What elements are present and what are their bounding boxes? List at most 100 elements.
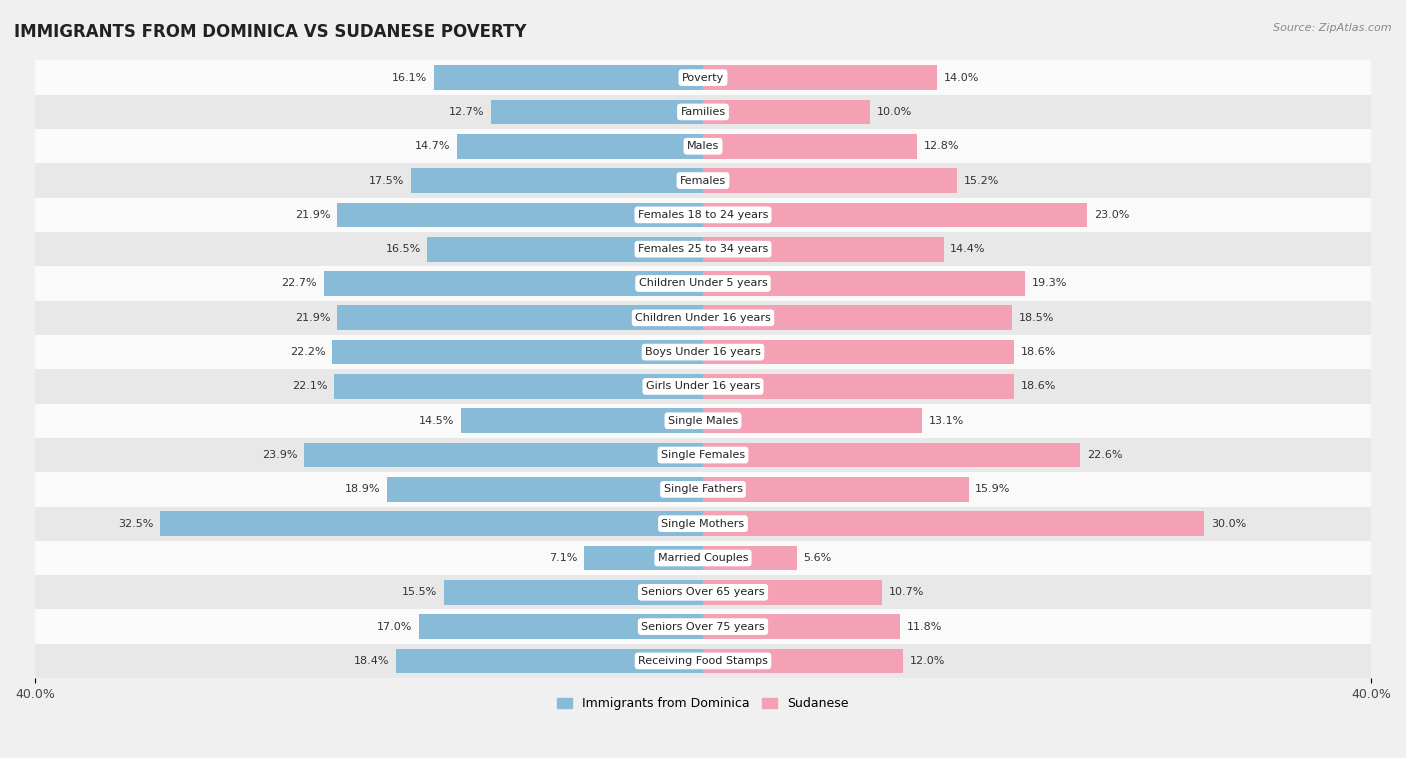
Text: Single Fathers: Single Fathers: [664, 484, 742, 494]
Bar: [434, 65, 703, 90]
Bar: [35, 335, 1371, 369]
Text: 14.0%: 14.0%: [943, 73, 979, 83]
Bar: [395, 649, 703, 673]
Text: 18.6%: 18.6%: [1021, 381, 1056, 391]
Text: 14.5%: 14.5%: [419, 415, 454, 426]
Bar: [703, 443, 1080, 468]
Text: 30.0%: 30.0%: [1211, 518, 1246, 528]
Text: Children Under 16 years: Children Under 16 years: [636, 313, 770, 323]
Text: 11.8%: 11.8%: [907, 622, 942, 631]
Text: Males: Males: [688, 141, 718, 152]
Text: Children Under 5 years: Children Under 5 years: [638, 278, 768, 289]
Text: 15.5%: 15.5%: [402, 587, 437, 597]
Text: 14.4%: 14.4%: [950, 244, 986, 254]
Text: 14.7%: 14.7%: [415, 141, 451, 152]
Bar: [35, 61, 1371, 95]
Text: Receiving Food Stamps: Receiving Food Stamps: [638, 656, 768, 666]
Bar: [703, 546, 797, 570]
Bar: [703, 305, 1012, 330]
Bar: [703, 202, 1087, 227]
Text: 12.0%: 12.0%: [910, 656, 945, 666]
Text: Poverty: Poverty: [682, 73, 724, 83]
Bar: [160, 512, 703, 536]
Text: Families: Families: [681, 107, 725, 117]
Bar: [35, 198, 1371, 232]
Bar: [703, 512, 1204, 536]
Text: 22.2%: 22.2%: [290, 347, 326, 357]
Text: 32.5%: 32.5%: [118, 518, 153, 528]
Bar: [35, 644, 1371, 678]
Bar: [703, 65, 936, 90]
Text: Single Males: Single Males: [668, 415, 738, 426]
Bar: [333, 374, 703, 399]
Bar: [35, 609, 1371, 644]
Text: Source: ZipAtlas.com: Source: ZipAtlas.com: [1274, 23, 1392, 33]
Bar: [35, 266, 1371, 301]
Bar: [703, 340, 1014, 365]
Text: Females 25 to 34 years: Females 25 to 34 years: [638, 244, 768, 254]
Bar: [337, 202, 703, 227]
Text: Single Females: Single Females: [661, 450, 745, 460]
Bar: [35, 129, 1371, 164]
Text: 16.5%: 16.5%: [385, 244, 420, 254]
Bar: [585, 546, 703, 570]
Text: 18.5%: 18.5%: [1019, 313, 1054, 323]
Bar: [491, 99, 703, 124]
Bar: [703, 614, 900, 639]
Text: 17.5%: 17.5%: [368, 176, 404, 186]
Text: 23.0%: 23.0%: [1094, 210, 1129, 220]
Bar: [444, 580, 703, 605]
Text: Boys Under 16 years: Boys Under 16 years: [645, 347, 761, 357]
Bar: [703, 649, 904, 673]
Bar: [703, 134, 917, 158]
Bar: [35, 438, 1371, 472]
Legend: Immigrants from Dominica, Sudanese: Immigrants from Dominica, Sudanese: [553, 692, 853, 715]
Text: 18.4%: 18.4%: [353, 656, 389, 666]
Text: 21.9%: 21.9%: [295, 313, 330, 323]
Bar: [35, 164, 1371, 198]
Bar: [457, 134, 703, 158]
Text: 12.8%: 12.8%: [924, 141, 959, 152]
Bar: [337, 305, 703, 330]
Bar: [461, 409, 703, 433]
Text: 17.0%: 17.0%: [377, 622, 412, 631]
Bar: [35, 575, 1371, 609]
Bar: [703, 236, 943, 262]
Text: 10.0%: 10.0%: [877, 107, 912, 117]
Text: 12.7%: 12.7%: [449, 107, 484, 117]
Text: Females: Females: [681, 176, 725, 186]
Text: 5.6%: 5.6%: [803, 553, 831, 563]
Bar: [35, 540, 1371, 575]
Bar: [35, 472, 1371, 506]
Text: 13.1%: 13.1%: [928, 415, 963, 426]
Bar: [332, 340, 703, 365]
Bar: [35, 403, 1371, 438]
Bar: [35, 232, 1371, 266]
Text: 19.3%: 19.3%: [1032, 278, 1067, 289]
Bar: [387, 477, 703, 502]
Text: Females 18 to 24 years: Females 18 to 24 years: [638, 210, 768, 220]
Bar: [703, 99, 870, 124]
Bar: [35, 369, 1371, 403]
Text: 18.9%: 18.9%: [344, 484, 381, 494]
Bar: [703, 271, 1025, 296]
Bar: [703, 477, 969, 502]
Text: Single Mothers: Single Mothers: [661, 518, 745, 528]
Text: 16.1%: 16.1%: [392, 73, 427, 83]
Text: 18.6%: 18.6%: [1021, 347, 1056, 357]
Bar: [703, 580, 882, 605]
Text: 7.1%: 7.1%: [550, 553, 578, 563]
Bar: [411, 168, 703, 193]
Bar: [427, 236, 703, 262]
Text: 23.9%: 23.9%: [262, 450, 297, 460]
Bar: [703, 409, 922, 433]
Bar: [35, 506, 1371, 540]
Text: 22.1%: 22.1%: [291, 381, 328, 391]
Text: Seniors Over 75 years: Seniors Over 75 years: [641, 622, 765, 631]
Text: 22.6%: 22.6%: [1087, 450, 1122, 460]
Text: Seniors Over 65 years: Seniors Over 65 years: [641, 587, 765, 597]
Text: 15.2%: 15.2%: [963, 176, 998, 186]
Bar: [304, 443, 703, 468]
Text: 10.7%: 10.7%: [889, 587, 924, 597]
Bar: [703, 168, 957, 193]
